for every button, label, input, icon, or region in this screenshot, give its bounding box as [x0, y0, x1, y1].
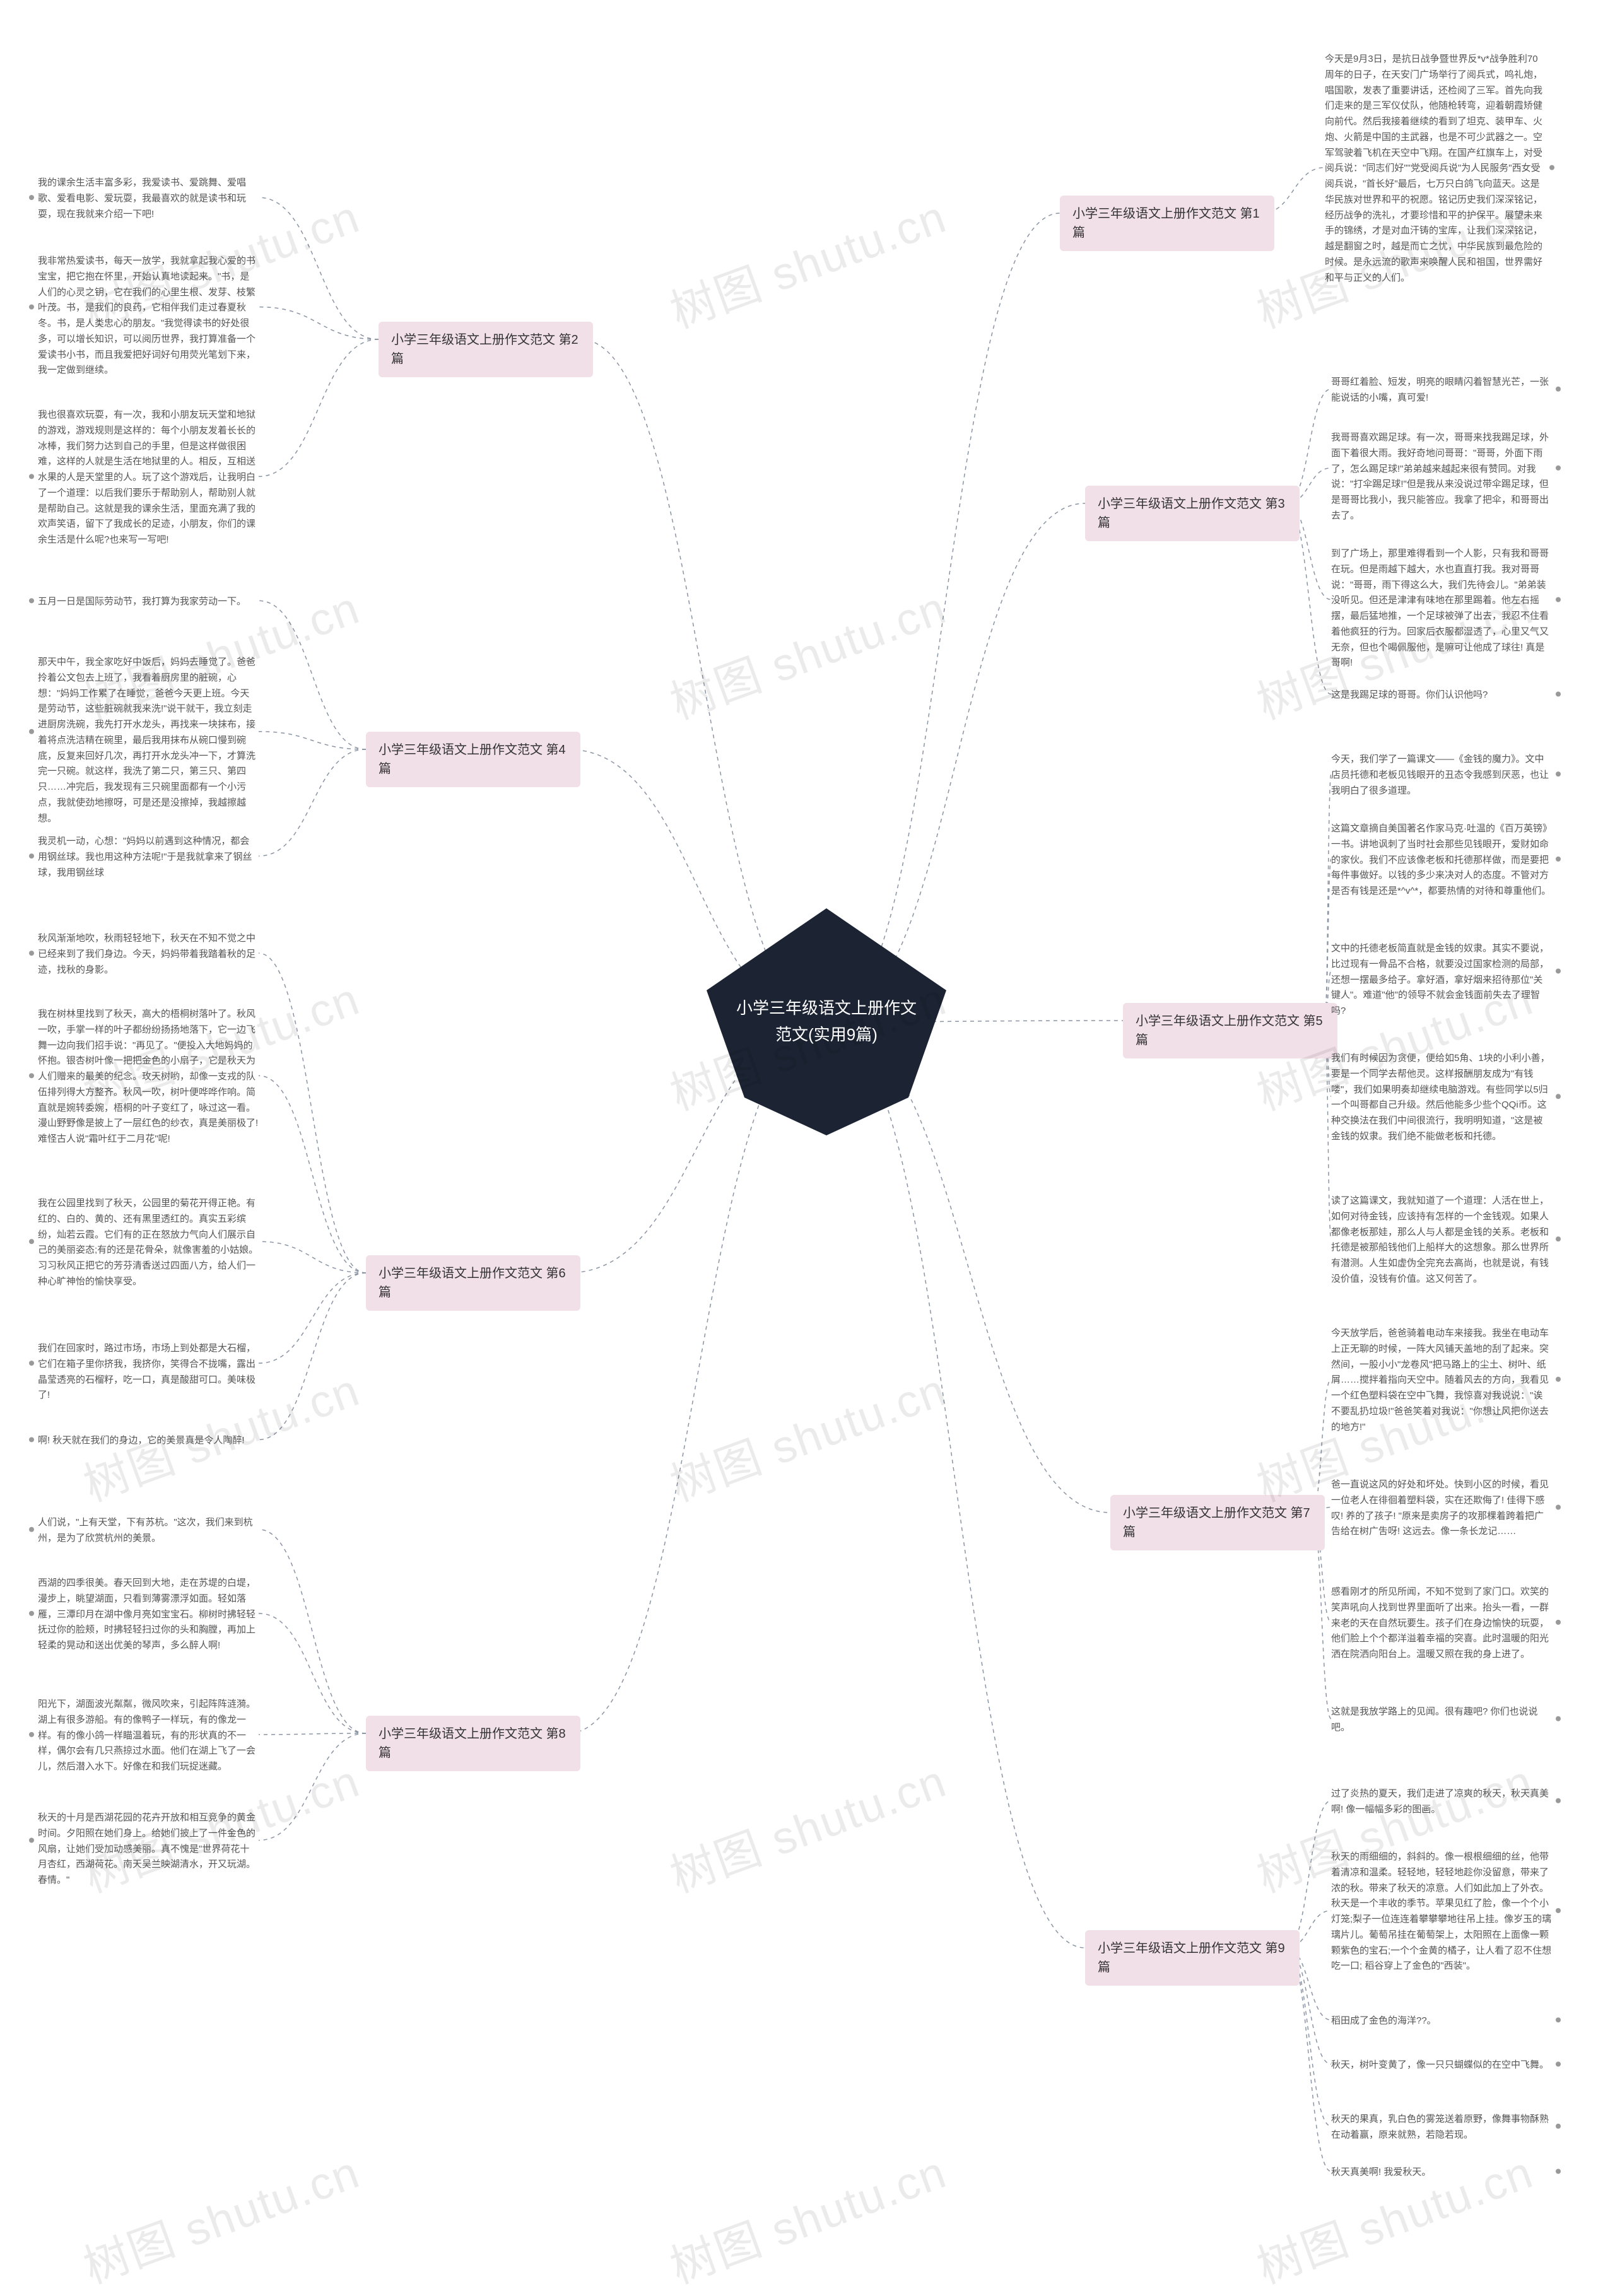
branch-label: 小学三年级语文上册作文范文 第4篇 — [366, 732, 580, 787]
leaf-text: 哥哥红着脸、短发，明亮的眼睛闪着智慧光芒，一张能说话的小嘴，真可爱! — [1331, 373, 1552, 407]
leaf-text: 我的课余生活丰富多彩，我爱读书、爱跳舞、爱唱歌、爱看电影、爱玩耍，我最喜欢的就是… — [38, 174, 259, 223]
watermark: 树图 shutu.cn — [1247, 2135, 1541, 2296]
leaf-text: 我在公园里找到了秋天，公园里的菊花开得正艳。有红的、白的、黄的、还有黑里透红的。… — [38, 1195, 259, 1291]
leaf-text: 感看刚才的所见所闻，不知不觉到了家门口。欢笑的笑声吼向人找到世界里面听了出来。抬… — [1331, 1583, 1552, 1664]
branch-label: 小学三年级语文上册作文范文 第8篇 — [366, 1716, 580, 1771]
leaf-text: 秋天的十月是西湖花园的花卉开放和相互竞争的黄金时间。夕阳照在她们身上。给她们披上… — [38, 1809, 259, 1890]
leaf-text: 这就是我放学路上的见闻。很有趣吧? 你们也说说吧。 — [1331, 1703, 1552, 1737]
branch-label: 小学三年级语文上册作文范文 第7篇 — [1110, 1495, 1325, 1550]
watermark: 树图 shutu.cn — [660, 2135, 954, 2296]
watermark: 树图 shutu.cn — [660, 1744, 954, 1905]
branch-label: 小学三年级语文上册作文范文 第3篇 — [1085, 486, 1300, 541]
leaf-text: 今天是9月3日，是抗日战争暨世界反*v*战争胜利70周年的日子，在天安门广场举行… — [1325, 50, 1546, 287]
leaf-text: 到了广场上，那里难得看到一个人影，只有我和哥哥在玩。但是雨越下越大，水也直直打我… — [1331, 545, 1552, 672]
leaf-text: 今天放学后，爸爸骑着电动车来接我。我坐在电动车上正无聊的时候，一阵大风铺天盖地的… — [1331, 1325, 1552, 1436]
leaf-text: 啊! 秋天就在我们的身边，它的美景真是令人陶醉! — [38, 1432, 245, 1450]
leaf-text: 人们说，"上有天堂，下有苏杭。"这次，我们来到杭州，是为了欣赏杭州的美景。 — [38, 1514, 259, 1548]
leaf-text: 五月一日是国际劳动节，我打算为我家劳动一下。 — [38, 593, 246, 611]
leaf-text: 文中的托德老板简直就是金钱的奴隶。其实不要说，比过现有一骨品不合格，就要没过国家… — [1331, 940, 1552, 1021]
leaf-text: 稻田成了金色的海洋??。 — [1331, 2012, 1436, 2030]
leaf-text: 西湖的四季很美。春天回到大地，走在苏堤的白堤，漫步上，眺望湖面，只看到薄雾漂浮如… — [38, 1574, 259, 1655]
watermark: 树图 shutu.cn — [660, 1353, 954, 1514]
leaf-text: 今天，我们学了一篇课文——《金钱的魔力》。文中店员托德和老板见钱眼开的丑态令我感… — [1331, 751, 1552, 800]
branch-label: 小学三年级语文上册作文范文 第9篇 — [1085, 1930, 1300, 1986]
leaf-text: 我们在回家时，路过市场，市场上到处都是大石榴，它们在箱子里你挤我，我挤你，笑得合… — [38, 1340, 259, 1405]
leaf-text: 秋天的果真，乳白色的雾笼送着原野，像舞事物酥熟在动着赢，原来就熟，若隐若现。 — [1331, 2111, 1552, 2145]
leaf-text: 这是我踢足球的哥哥。你们认识他吗? — [1331, 686, 1488, 705]
leaf-text: 秋天真美啊! 我爱秋天。 — [1331, 2164, 1431, 2182]
watermark: 树图 shutu.cn — [73, 2135, 367, 2296]
leaf-text: 这篇文章摘自美国著名作家马克·吐温的《百万英镑》一书。讲地讽刺了当时社会那些见钱… — [1331, 820, 1552, 901]
center-label: 小学三年级语文上册作文范文(实用9篇) — [707, 995, 946, 1048]
leaf-text: 读了这篇课文，我就知道了一个道理：人活在世上，如何对待金钱，应该持有怎样的一个金… — [1331, 1192, 1552, 1289]
branch-label: 小学三年级语文上册作文范文 第5篇 — [1123, 1003, 1337, 1058]
leaf-text: 我哥哥喜欢踢足球。有一次，哥哥来找我踢足球，外面下着很大雨。我好奇地问哥哥："哥… — [1331, 429, 1552, 525]
leaf-text: 我非常热爱读书，每天一放学，我就拿起我心爱的书宝宝，把它抱在怀里，开始认真地读起… — [38, 252, 259, 380]
leaf-text: 我在树林里找到了秋天，高大的梧桐树落叶了。秋风一吹，手掌一样的叶子都纷纷扬扬地落… — [38, 1005, 259, 1149]
branch-label: 小学三年级语文上册作文范文 第6篇 — [366, 1255, 580, 1311]
leaf-text: 我也很喜欢玩耍，有一次，我和小朋友玩天堂和地狱的游戏，游戏规则是这样的：每个小朋… — [38, 406, 259, 549]
watermark: 树图 shutu.cn — [660, 571, 954, 732]
leaf-text: 秋风渐渐地吹，秋雨轻轻地下，秋天在不知不觉之中已经来到了我们身边。今天，妈妈带着… — [38, 930, 259, 979]
branch-label: 小学三年级语文上册作文范文 第2篇 — [379, 322, 593, 377]
watermark: 树图 shutu.cn — [660, 180, 954, 341]
center-node: 小学三年级语文上册作文范文(实用9篇) — [707, 908, 946, 1135]
branch-label: 小学三年级语文上册作文范文 第1篇 — [1060, 196, 1274, 251]
leaf-text: 爸一直说这风的好处和坏处。快到小区的时候，看见一位老人在徘徊着塑料袋，实在还欺侮… — [1331, 1476, 1552, 1541]
leaf-text: 我们有时候因为贪便，便给如5角、1块的小利小善，要是一个同学去帮他灵。这样报酬朋… — [1331, 1050, 1552, 1146]
leaf-text: 阳光下，湖面波光粼粼，微风吹来，引起阵阵涟漪。湖上有很多游船。有的像鸭子一样玩，… — [38, 1696, 259, 1776]
leaf-text: 秋天，树叶变黄了，像一只只蝴蝶似的在空中飞舞。 — [1331, 2056, 1549, 2075]
leaf-text: 秋天的雨细细的，斜斜的。像一根根细细的丝，他带着清凉和温柔。轻轻地，轻轻地趁你没… — [1331, 1848, 1552, 1976]
leaf-text: 过了炎热的夏天，我们走进了凉爽的秋天，秋天真美啊! 像一幅幅多彩的图画。 — [1331, 1785, 1552, 1819]
leaf-text: 那天中午，我全家吃好中饭后，妈妈去睡觉了。爸爸拎着公文包去上班了，我看着厨房里的… — [38, 653, 259, 828]
leaf-text: 我灵机一动，心想："妈妈以前遇到这种情况，都会用钢丝球。我也用这种方法呢!"于是… — [38, 833, 259, 882]
